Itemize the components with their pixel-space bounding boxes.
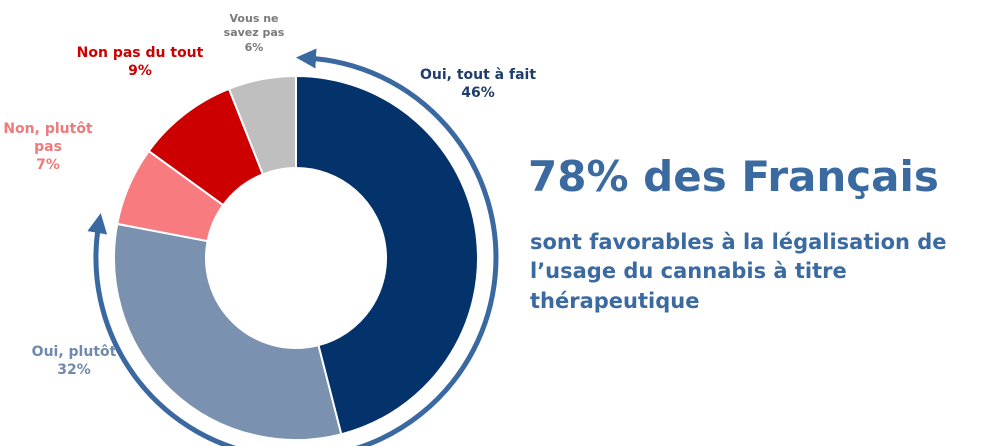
category-label: Non pas du tout	[76, 45, 204, 61]
category-label: Oui, tout à fait	[419, 67, 537, 83]
slice-label: Oui, tout à fait 46%	[398, 66, 558, 102]
slice-label: Non, plutôt pas 7%	[0, 120, 98, 175]
slice	[295, 74, 479, 436]
slice-label: Non pas du tout 9%	[60, 44, 220, 80]
arrow-arc	[87, 48, 499, 446]
value-label: 46%	[461, 85, 495, 102]
headline: 78% des Français	[528, 152, 939, 201]
value-label: 6%	[244, 40, 264, 54]
value-label: 9%	[128, 63, 152, 80]
slice	[227, 74, 297, 176]
category-label: Oui, plutôt	[31, 344, 117, 360]
value-label: 7%	[36, 157, 60, 174]
slice	[113, 222, 343, 441]
slices	[113, 74, 479, 441]
category-label: Non, plutôt pas	[3, 121, 93, 156]
value-label: 32%	[57, 362, 91, 379]
category-label: Vous ne savez pas	[223, 12, 285, 40]
subheadline: sont favorables à la légalisation de l’u…	[530, 230, 947, 313]
slice-label: Vous ne savez pas 6%	[214, 12, 294, 55]
slice-label: Oui, plutôt 32%	[19, 343, 129, 379]
